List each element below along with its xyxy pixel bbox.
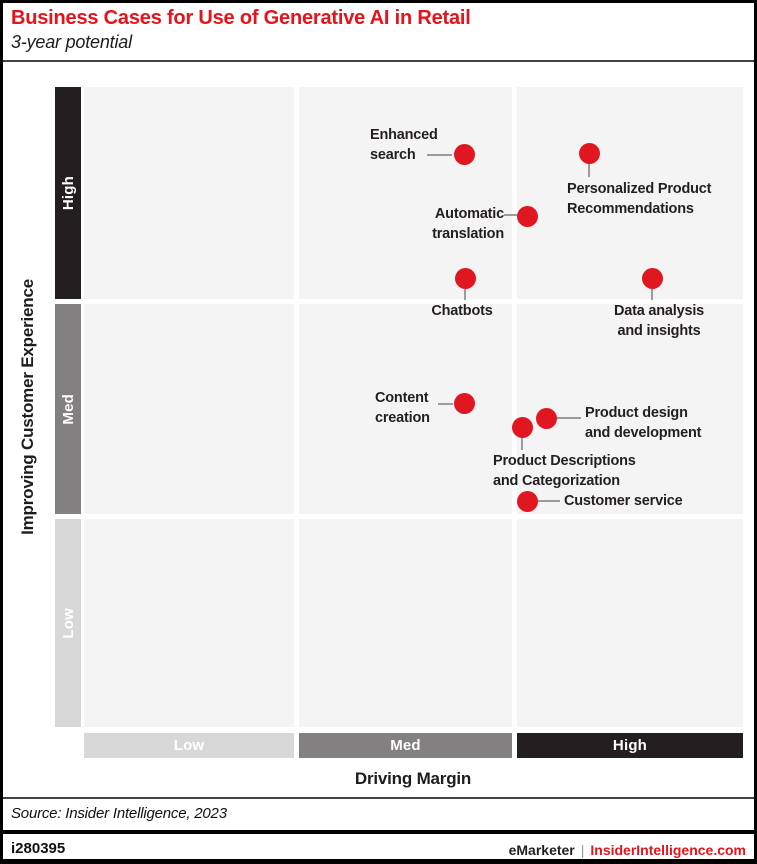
chart-id: i280395	[11, 840, 66, 857]
grid-cell	[84, 87, 294, 299]
brand-line: eMarketer | InsiderIntelligence.com	[509, 842, 746, 858]
grid-cell	[84, 519, 294, 727]
data-point-connector	[504, 214, 517, 216]
brand-emarketer: eMarketer	[508, 842, 575, 858]
data-point-dot	[454, 267, 476, 289]
data-point-dot	[535, 407, 557, 429]
data-point-connector	[464, 289, 466, 300]
data-point-dot	[453, 143, 475, 165]
grid-cell	[517, 87, 743, 299]
data-point-label: Data analysis and insights	[613, 303, 705, 339]
x-band-label: High	[612, 737, 648, 754]
data-point-label: Customer service	[564, 493, 683, 509]
data-point-label: Enhanced search	[370, 127, 438, 163]
title-divider	[3, 60, 754, 62]
y-axis-band-low: Low	[55, 519, 81, 727]
frame-right	[754, 0, 757, 864]
page-title: Business Cases for Use of Generative AI …	[11, 7, 471, 29]
source-note: Source: Insider Intelligence, 2023	[11, 805, 227, 822]
footer-rule-thin	[3, 797, 754, 799]
data-point-dot	[516, 490, 538, 512]
data-point-label: Chatbots	[431, 303, 493, 319]
data-point-dot	[511, 416, 533, 438]
data-point-dot	[641, 267, 663, 289]
frame-bottom	[0, 859, 757, 864]
brand-insiderintelligence-link[interactable]: InsiderIntelligence.com	[590, 842, 746, 858]
data-point-connector	[427, 154, 452, 156]
data-point-connector	[557, 417, 581, 419]
data-point-label: Content creation	[375, 390, 430, 426]
page-subtitle: 3-year potential	[11, 32, 132, 52]
grid-cell	[299, 519, 512, 727]
data-point-connector	[538, 500, 560, 502]
grid-cell	[517, 304, 743, 514]
x-axis-band-high: High	[517, 733, 743, 758]
grid-cell	[299, 87, 512, 299]
data-point-connector	[438, 403, 453, 405]
grid-cell	[299, 304, 512, 514]
y-axis-band-high: High	[55, 87, 81, 299]
data-point-dot	[578, 142, 600, 164]
frame-top	[0, 0, 757, 3]
x-axis-band-med: Med	[299, 733, 512, 758]
data-point-connector	[651, 289, 653, 300]
data-point-label: Product design and development	[585, 405, 702, 441]
data-point-label: Product Descriptions and Categorization	[493, 453, 636, 489]
grid-cell	[517, 519, 743, 727]
brand-divider: |	[580, 842, 585, 858]
footer-rule-thick	[3, 830, 754, 834]
y-axis-band-med: Med	[55, 304, 81, 514]
x-band-label: Med	[390, 737, 421, 754]
data-point-label: Automatic translation	[432, 206, 504, 242]
x-band-label: Low	[173, 737, 205, 754]
data-point-dot	[453, 392, 475, 414]
data-point-label: Personalized Product Recommendations	[567, 181, 712, 217]
frame-left	[0, 0, 3, 864]
x-axis-band-low: Low	[84, 733, 294, 758]
data-point-connector	[588, 164, 590, 177]
x-axis-title: Driving Margin	[354, 769, 472, 788]
data-point-dot	[516, 205, 538, 227]
grid-cell	[84, 304, 294, 514]
data-point-connector	[521, 438, 523, 450]
